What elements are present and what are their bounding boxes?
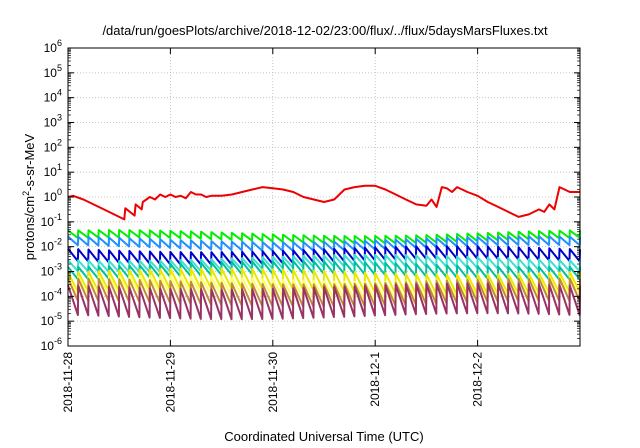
series-layer (67, 184, 581, 321)
x-tick-label: 2018-12-1 (368, 352, 382, 407)
y-tick-label: 103 (44, 113, 62, 130)
y-tick-label: 104 (44, 88, 62, 105)
y-tick-label: 101 (44, 162, 62, 179)
y-tick-label: 106 (44, 38, 62, 55)
y-tick-label: 10-4 (41, 286, 62, 303)
y-tick-label: 105 (44, 63, 62, 80)
x-axis-label: Coordinated Universal Time (UTC) (224, 429, 423, 444)
y-tick-label: 10-1 (41, 212, 62, 229)
y-tick-label: 10-3 (41, 262, 62, 279)
series-line-3 (67, 235, 581, 252)
y-tick-label: 10-5 (41, 311, 62, 328)
x-axis: 2018-11-28 2018-11-29 2018-11-30 2018-12-1 2… (61, 48, 485, 413)
y-tick-label: 102 (44, 137, 62, 154)
chart-title: /data/run/goesPlots/archive/2018-12-02/2… (102, 23, 548, 38)
series-line-1 (67, 184, 580, 221)
series-line-10 (67, 282, 581, 321)
y-axis: 10-6 10-5 10-4 10-3 10-2 10-1 100 101 102 103 104 1… (41, 38, 580, 353)
series-line-4 (67, 245, 581, 266)
y-tick-label: 10-6 (41, 336, 62, 353)
y-tick-label: 10-2 (41, 237, 62, 254)
y-axis-label: protons/cm2-s-sr-MeV (21, 133, 37, 260)
y-tick-label: 100 (44, 187, 62, 204)
series-line-5 (67, 253, 581, 273)
x-tick-label: 2018-12-2 (471, 352, 485, 407)
x-tick-label: 2018-11-28 (61, 352, 75, 413)
x-tick-label: 2018-11-29 (163, 352, 177, 413)
x-tick-label: 2018-11-30 (266, 352, 280, 413)
